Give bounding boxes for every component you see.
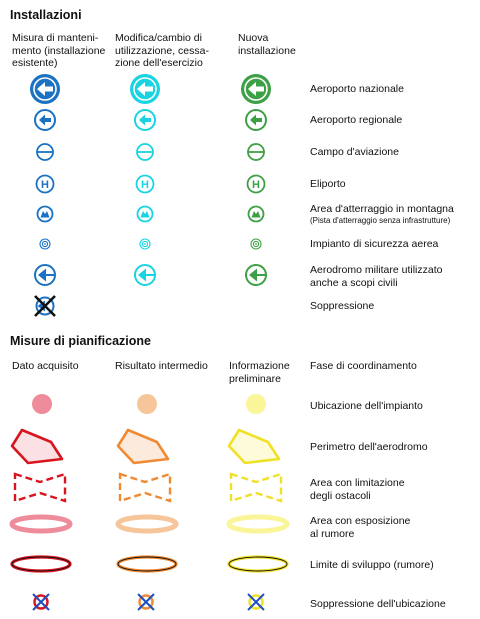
location-removal-icon-acquired [32,593,50,611]
aerodrome-perimeter-icon-intermediate [116,428,170,465]
military-aerodrome-icon-new [245,264,267,286]
noise-development-limit-icon-preliminary [227,555,289,573]
location-removal-icon-preliminary [247,593,265,611]
heliport-icon-change: H [135,174,155,194]
heliport-icon-new: H [246,174,266,194]
planning-title: Misure di pianificazione [10,334,151,348]
row-sublabel-mountain-landing: (Pista d'atterraggio senza infrastruttur… [310,215,451,225]
site-location-icon-preliminary [246,394,266,414]
air-safety-facility-icon-existing [39,238,51,250]
row-label-mountain-landing: Area d'atterraggio in montagna (Pista d'… [310,203,454,226]
row-label-noise-exposure: Area con esposizione al rumore [310,515,411,540]
location-removal-icon-intermediate [137,593,155,611]
national-airport-icon-change [130,74,160,104]
mountain-landing-icon-existing [36,205,54,223]
row-label-airfield: Campo d'aviazione [310,146,399,158]
obstacle-limitation-area-icon-acquired [13,472,67,503]
heliport-glyph: H [141,179,149,191]
air-safety-facility-icon-change [139,238,151,250]
column-header-acquired: Dato acquisito [12,360,79,372]
regional-airport-icon-new [245,109,267,131]
mountain-landing-icon-change [136,205,154,223]
air-safety-facility-icon-new [250,238,262,250]
row-label-air-safety: Impianto di sicurezza aerea [310,238,439,250]
row-label-heliport: Eliporto [310,178,346,190]
row-label-obstacle-limitation: Area con limitazione degli ostacoli [310,477,405,502]
obstacle-limitation-area-icon-intermediate [118,472,172,503]
row-label-regional-airport: Aeroporto regionale [310,114,403,126]
noise-development-limit-icon-acquired [10,555,72,573]
row-label-location-removal: Soppressione dell'ubicazione [310,598,446,610]
column-header-existing: Misura di manteni- mento (installazione … [12,32,106,69]
noise-exposure-area-icon-preliminary [226,514,290,534]
noise-development-limit-icon-intermediate [116,555,178,573]
obstacle-limitation-area-icon-preliminary [229,472,283,503]
noise-exposure-area-icon-acquired [9,514,73,534]
row-label-site-location: Ubicazione dell'impianto [310,400,423,412]
airfield-icon-new [247,143,265,161]
mountain-landing-icon-new [247,205,265,223]
column-header-intermediate: Risultato intermedio [115,360,208,372]
heliport-icon-existing: H [35,174,55,194]
aerodrome-perimeter-icon-preliminary [227,428,281,465]
column-header-new: Nuova installazione [238,32,296,57]
installations-title: Installazioni [10,8,82,22]
row-label-noise-development-limit: Limite di sviluppo (rumore) [310,559,434,571]
row-label-aerodrome-perimeter: Perimetro dell'aerodromo [310,441,428,453]
regional-airport-icon-change [134,109,156,131]
site-location-icon-acquired [32,394,52,414]
installation-symbols: H H H [30,74,271,317]
row-label-national-airport: Aeroporto nazionale [310,83,404,95]
site-location-icon-intermediate [137,394,157,414]
heliport-glyph: H [41,179,49,191]
national-airport-icon-new [241,74,271,104]
column-header-preliminary: Informazione preliminare [229,360,290,385]
aerodrome-perimeter-icon-acquired [10,428,64,465]
row-label-mountain-landing-main: Area d'atterraggio in montagna [310,203,454,215]
column-header-change: Modifica/cambio di utilizzazione, cessa-… [115,32,209,69]
removal-icon [34,295,56,317]
row-label-removal: Soppressione [310,300,375,312]
national-airport-icon-existing [30,74,60,104]
military-aerodrome-icon-change [134,264,156,286]
military-aerodrome-icon-existing [34,264,56,286]
airfield-icon-change [136,143,154,161]
airfield-icon-existing [36,143,54,161]
row-label-military-aerodrome: Aerodromo militare utilizzato anche a sc… [310,264,443,289]
regional-airport-icon-existing [34,109,56,131]
heliport-glyph: H [252,179,260,191]
column-header-coordination: Fase di coordinamento [310,360,417,372]
noise-exposure-area-icon-intermediate [115,514,179,534]
